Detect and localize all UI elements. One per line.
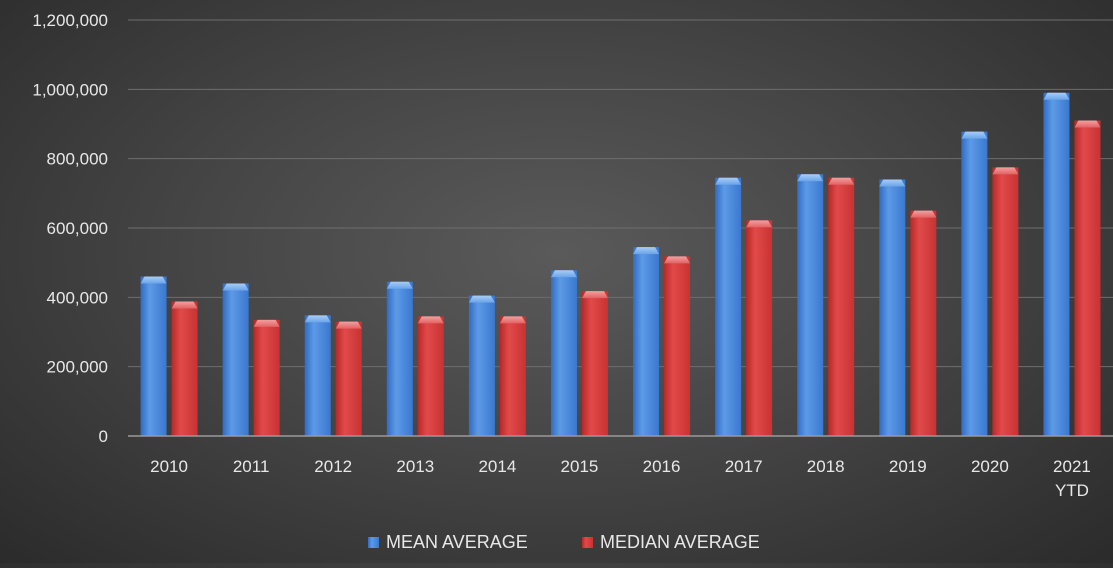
x-tick-label: 2013 (396, 457, 434, 476)
x-tick-label: 2014 (478, 457, 516, 476)
x-tick-label: 2017 (725, 457, 763, 476)
x-tick-label: 2015 (561, 457, 599, 476)
x-tick-label: 2016 (643, 457, 681, 476)
x-tick-label: 2018 (807, 457, 845, 476)
median-average-bar (992, 167, 1019, 437)
legend-item: MEAN AVERAGE (368, 532, 528, 552)
median-average-bar (417, 316, 444, 436)
mean-average-bar (140, 276, 167, 436)
mean-average-bar (1043, 92, 1070, 437)
mean-average-bar (550, 270, 577, 436)
mean-average-bar (633, 247, 660, 436)
legend-swatch (368, 537, 379, 548)
mean-average-bar (961, 131, 988, 437)
mean-average-bar (797, 174, 824, 436)
y-tick-label: 800,000 (47, 150, 108, 169)
median-average-bar (1074, 120, 1101, 437)
median-average-bar (910, 210, 937, 436)
y-axis-tick-labels: 0 200,000 400,000 600,000 800,000 1,000,000 1,… (32, 11, 108, 446)
x-tick-label: 2021 YTD (1053, 457, 1091, 500)
x-tick-label: 2020 (971, 457, 1009, 476)
legend-label: MEAN AVERAGE (386, 532, 528, 552)
mean-average-bar (715, 177, 742, 436)
median-average-bar (581, 291, 608, 436)
y-tick-label: 1,200,000 (32, 11, 108, 30)
mean-average-bar (386, 281, 413, 436)
mean-average-bar (222, 283, 249, 436)
legend-label: MEDIAN AVERAGE (600, 532, 760, 552)
mean-average-bar (468, 295, 495, 436)
legend: MEAN AVERAGE MEDIAN AVERAGE (368, 532, 760, 552)
bars (140, 92, 1101, 437)
y-tick-label: 600,000 (47, 219, 108, 238)
median-average-bar (253, 319, 280, 436)
median-average-bar (171, 301, 198, 436)
x-axis-tick-labels: 2010 2011 2012 2013 2014 2015 2016 2017 2018 2019… (150, 457, 1091, 500)
median-average-bar (499, 316, 526, 436)
y-tick-label: 1,000,000 (32, 80, 108, 99)
x-tick-label: 2019 (889, 457, 927, 476)
mean-average-bar (879, 179, 906, 436)
median-average-bar (664, 256, 691, 436)
x-tick-label: 2012 (314, 457, 352, 476)
median-average-bar (335, 321, 362, 436)
legend-swatch (582, 537, 593, 548)
x-tick-label: 2010 (150, 457, 188, 476)
y-tick-label: 400,000 (47, 288, 108, 307)
median-average-bar (828, 177, 855, 436)
legend-item: MEDIAN AVERAGE (582, 532, 760, 552)
mean-average-bar (304, 315, 331, 436)
median-average-bar (746, 220, 773, 436)
y-tick-label: 0 (99, 427, 108, 446)
y-tick-label: 200,000 (47, 358, 108, 377)
x-tick-label: 2011 (233, 457, 270, 476)
gridlines (128, 19, 1113, 368)
